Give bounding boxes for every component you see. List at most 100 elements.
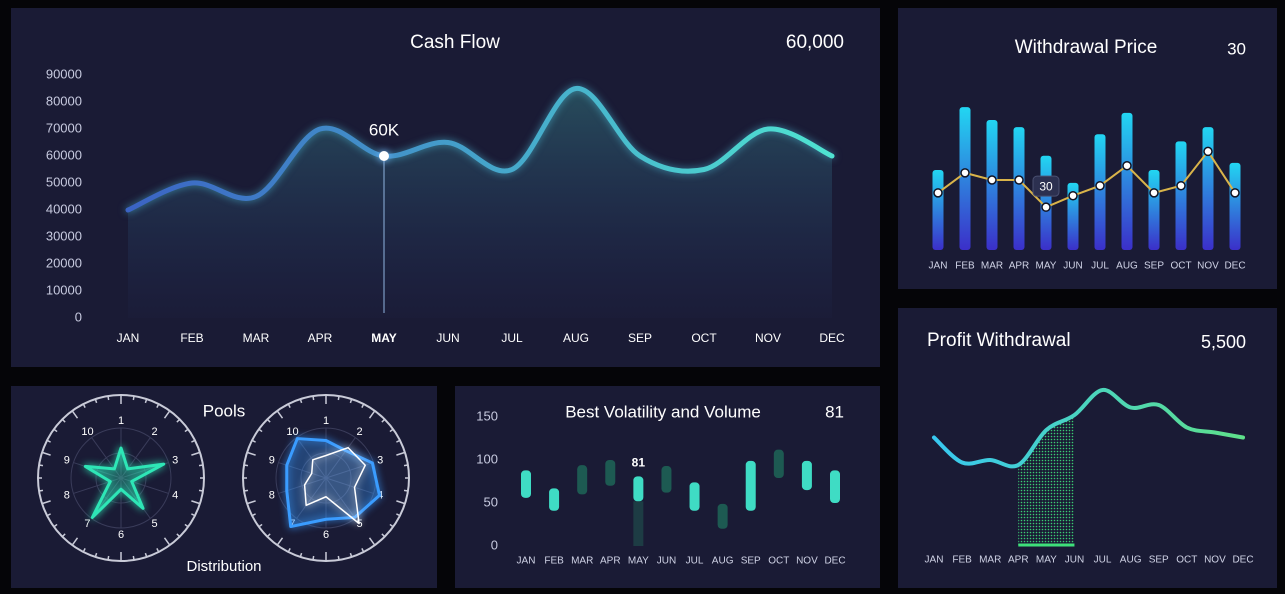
x-tick-label: MAR [981, 261, 1003, 272]
x-tick-label: NOV [1197, 261, 1219, 272]
y-tick-label: 70000 [46, 120, 82, 135]
point [1014, 175, 1024, 185]
line [125, 86, 835, 213]
x-tick-label: SEP [628, 331, 652, 345]
x-tick-label: JUL [686, 556, 704, 567]
range-bar [605, 460, 616, 486]
ring-tick [71, 410, 79, 419]
ring-tick [46, 439, 51, 443]
ring-tick [396, 500, 406, 505]
x-tick-label: MAR [243, 331, 270, 345]
x-tick-label: OCT [768, 556, 789, 567]
spoke [325, 477, 356, 519]
bar [1202, 127, 1214, 250]
axis-label: 3 [377, 454, 383, 466]
point [1041, 202, 1051, 212]
range-bar [577, 465, 588, 495]
ring-tick [156, 403, 160, 408]
y-tick-label: 40000 [46, 201, 82, 216]
ring-tick [176, 418, 181, 423]
x-tick-label: OCT [1170, 261, 1191, 272]
x-tick-label: DEC [819, 331, 845, 345]
ring-tick [403, 489, 409, 492]
x-tick-label: DEC [1224, 261, 1245, 272]
ring-tick [251, 513, 256, 517]
ring-tick [266, 533, 271, 538]
ring-tick [144, 398, 148, 404]
ring-tick [38, 464, 44, 467]
y-tick-label: 0 [491, 537, 498, 552]
range-bar [773, 449, 784, 479]
x-tick-label: APR [1009, 261, 1030, 272]
ring-tick [396, 513, 401, 517]
point [1068, 190, 1078, 201]
bar [1175, 141, 1187, 250]
ring-tick [53, 523, 58, 528]
bar [1121, 112, 1133, 250]
ring-tick [337, 555, 340, 561]
bar [1229, 162, 1241, 250]
x-tick-label: JUL [1091, 261, 1109, 272]
ring-tick [381, 418, 386, 423]
point [987, 175, 997, 185]
x-tick-label: JUN [1065, 555, 1084, 566]
ring-tick [61, 533, 66, 538]
bar [959, 107, 971, 251]
x-tick-label: FEB [544, 556, 564, 567]
bar [1094, 134, 1106, 250]
highlight-shadow [633, 501, 644, 546]
axis-label: 6 [323, 529, 329, 541]
chart-subtitle: Distribution [186, 558, 261, 575]
spoke [325, 437, 356, 479]
x-tick-label: OCT [1176, 555, 1197, 566]
ring-tick [198, 464, 204, 467]
ring-tick [368, 410, 376, 419]
x-tick-label: MAY [628, 556, 649, 567]
axis-label: 4 [172, 490, 178, 502]
axis-label: 10 [81, 426, 93, 438]
ring-tick [71, 537, 79, 546]
bar [932, 170, 944, 250]
spoke [120, 437, 151, 479]
ring-tick [144, 552, 148, 558]
ring-tick [246, 500, 256, 505]
point [1176, 180, 1186, 191]
ring-tick [312, 395, 315, 401]
x-tick-label: JAN [929, 261, 948, 272]
x-tick-label: SEP [1144, 261, 1164, 272]
y-tick-label: 90000 [46, 66, 82, 81]
axis-label: 9 [64, 454, 70, 466]
ring-tick [243, 464, 249, 467]
ring-tick [41, 500, 51, 505]
x-tick-label: JAN [925, 555, 944, 566]
ring-tick [396, 439, 401, 443]
x-tick-label: JUN [657, 556, 676, 567]
y-tick-label: 60000 [46, 147, 82, 162]
radar-shape [303, 446, 366, 525]
ring-tick [258, 428, 263, 433]
y-tick-label: 30000 [46, 228, 82, 243]
axis-label: 8 [64, 490, 70, 502]
y-tick-label: 150 [476, 408, 498, 423]
ring-tick [368, 537, 376, 546]
spoke [120, 477, 169, 494]
ring-tick [163, 410, 171, 419]
ring-tick [191, 439, 196, 443]
value-label: 81 [632, 456, 646, 470]
ring-tick [132, 555, 135, 561]
axis-label: 2 [356, 426, 362, 438]
ring-tick [299, 552, 303, 558]
spoke [120, 477, 151, 519]
spoke [73, 477, 122, 494]
ring-tick [361, 403, 365, 408]
ring-tick [258, 523, 263, 528]
chart-title: Pools [203, 401, 246, 420]
ring-tick [94, 552, 98, 558]
point [1230, 188, 1240, 198]
point [1149, 188, 1159, 198]
ring-tick [163, 537, 171, 546]
ring-tick [191, 513, 196, 517]
axis-label: 1 [323, 415, 329, 427]
ring-tick [389, 428, 394, 433]
ring-tick [251, 439, 256, 443]
